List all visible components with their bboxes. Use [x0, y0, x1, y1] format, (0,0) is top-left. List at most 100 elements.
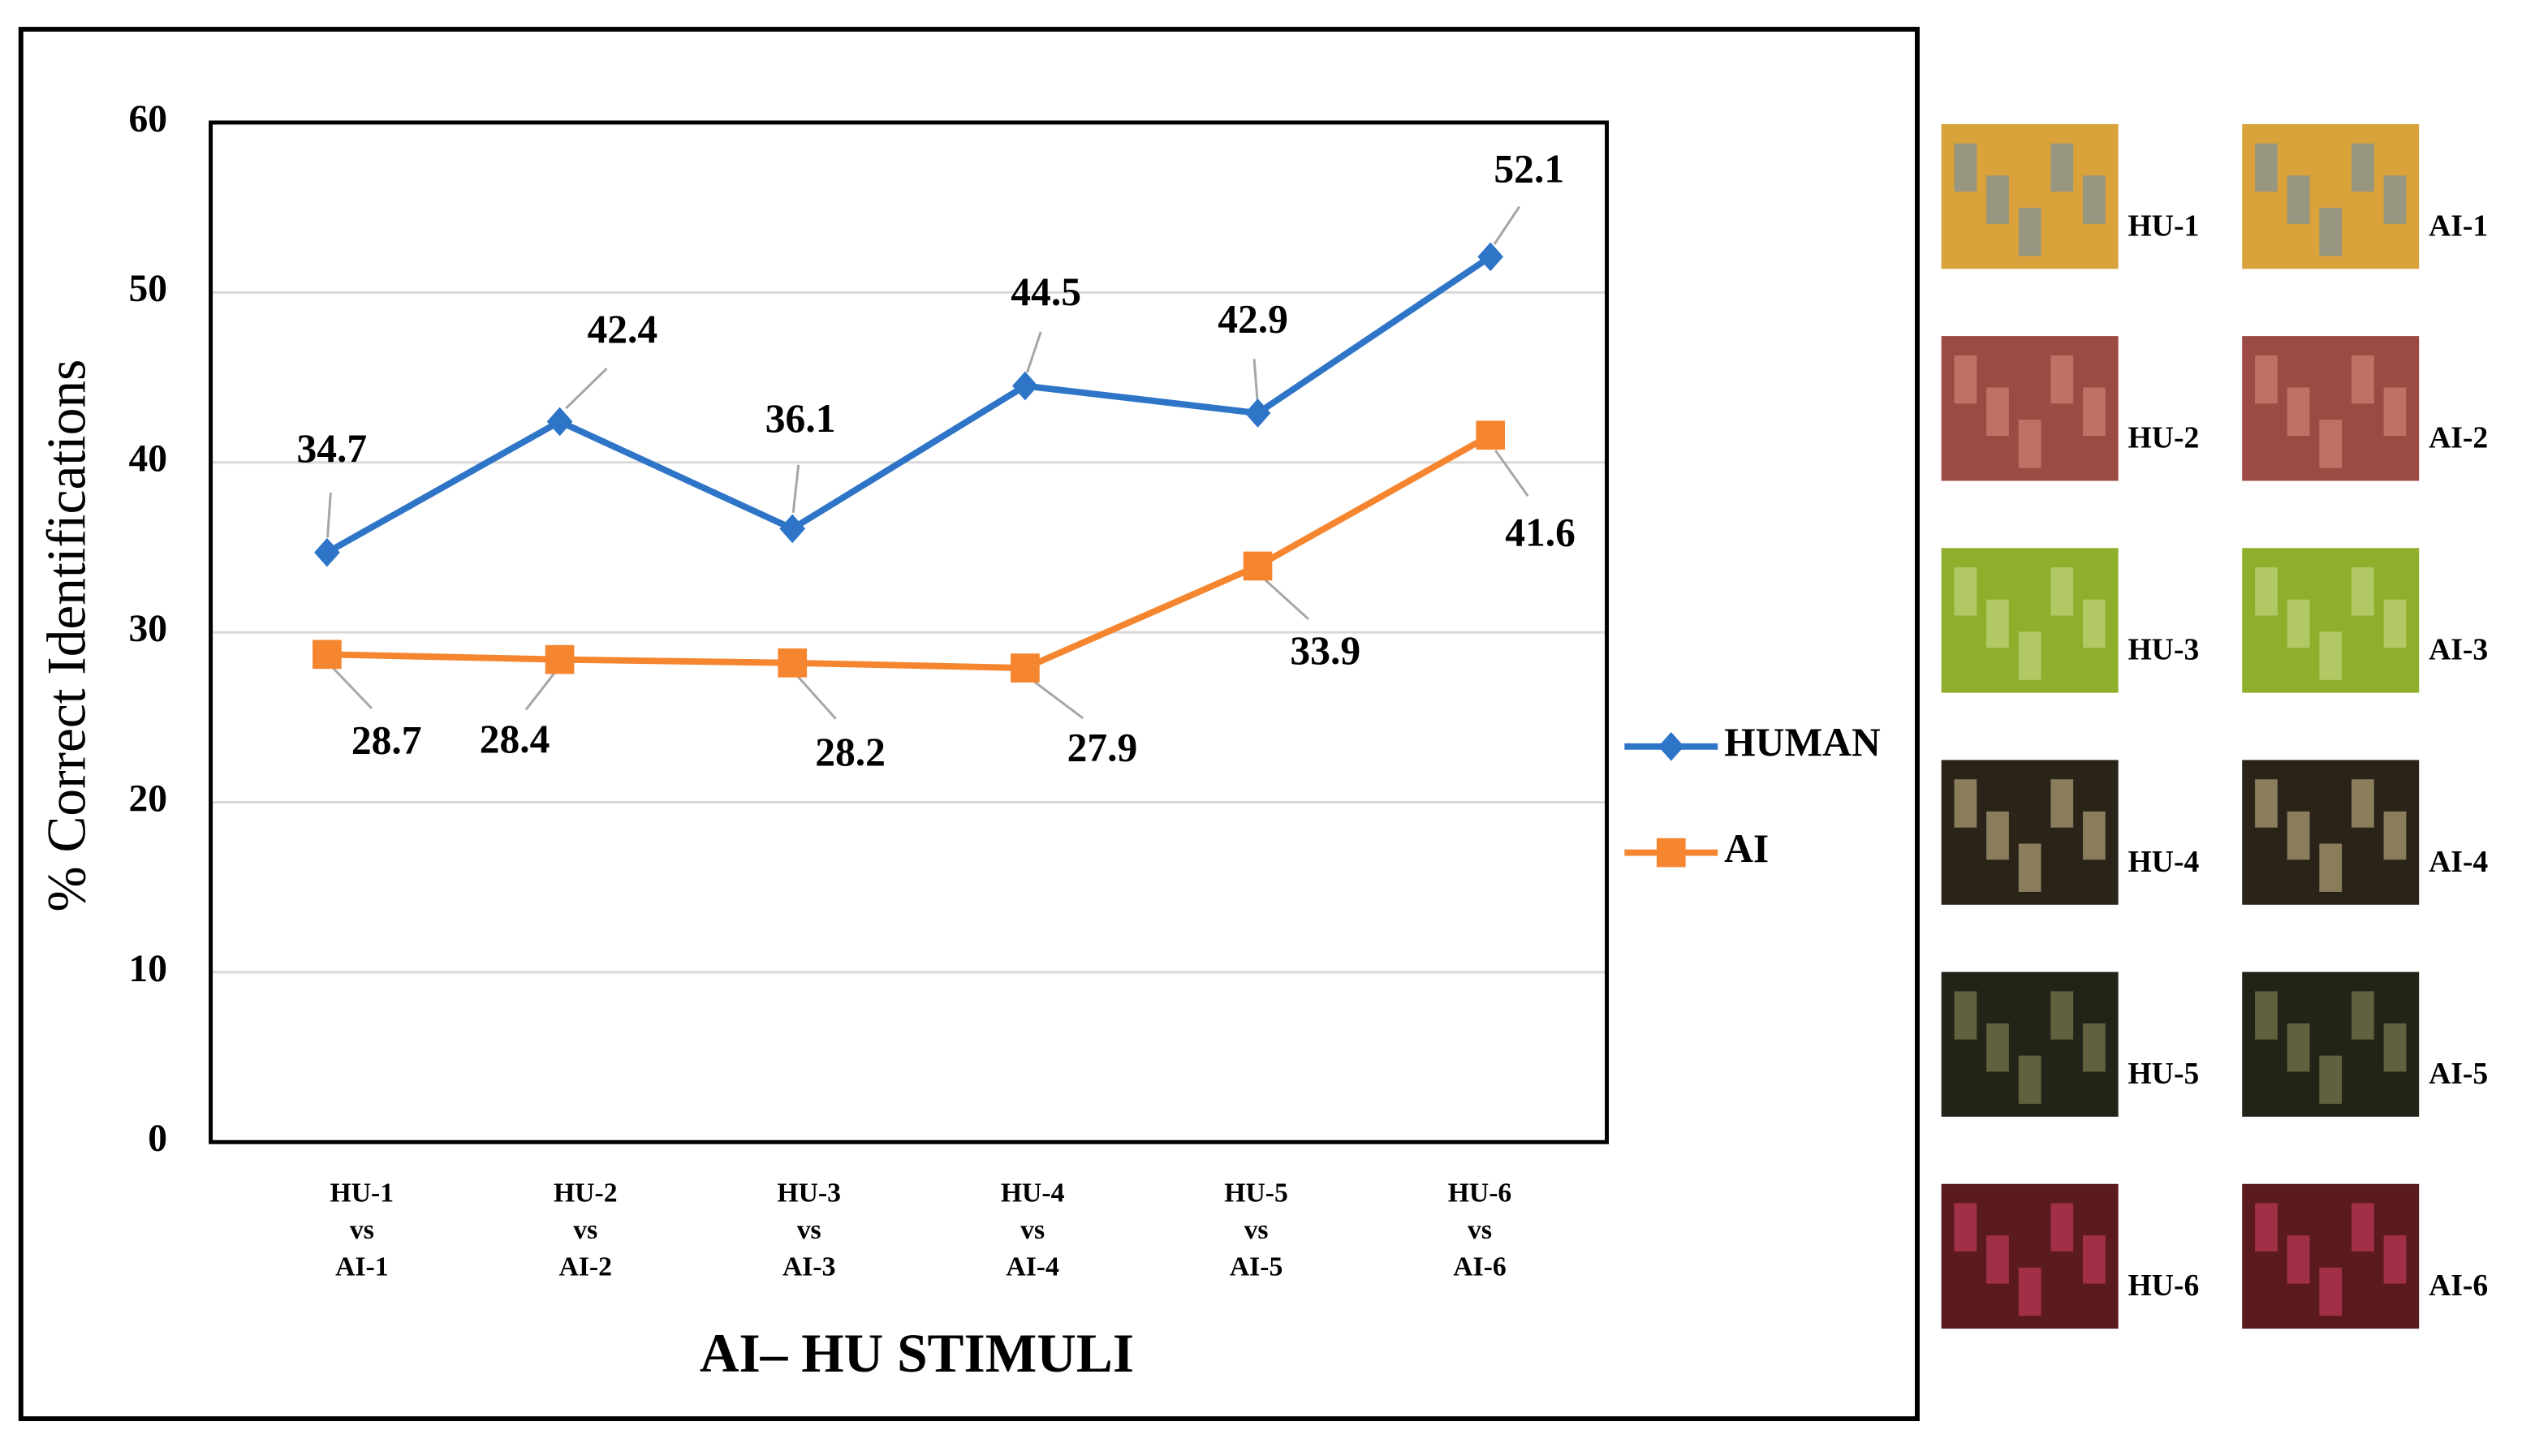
thumbnail-stroke [2319, 207, 2343, 256]
legend-label: HUMAN [1724, 720, 1881, 765]
x-tick-label: vs [797, 1215, 821, 1245]
x-axis-title: AI– HU STIMULI [700, 1323, 1134, 1384]
y-axis-title: % Correct Identifications [37, 360, 97, 912]
thumbnail-label: HU-1 [2128, 209, 2200, 243]
data-point [314, 537, 340, 567]
data-label: 36.1 [765, 396, 836, 441]
leader-line [332, 666, 373, 709]
data-point [1658, 731, 1684, 761]
legend-label: AI [1724, 826, 1769, 871]
thumbnail-stroke [2351, 991, 2374, 1040]
x-tick-label: vs [573, 1215, 597, 1245]
thumbnail-stroke [2083, 811, 2106, 860]
thumbnail-stroke [2018, 207, 2041, 256]
thumbnail-stroke [2287, 1023, 2310, 1072]
thumbnail-stroke [2287, 387, 2310, 436]
thumbnail-stroke [2083, 1023, 2106, 1072]
leader-line [1494, 450, 1529, 497]
leader-line [1032, 679, 1084, 720]
thumbnail-stroke [2050, 779, 2074, 828]
thumbnail-stroke [2018, 420, 2041, 468]
thumbnail-label: HU-6 [2128, 1269, 2200, 1303]
data-label: 28.4 [480, 717, 550, 761]
x-tick-label: AI-6 [1453, 1252, 1506, 1282]
data-point [1012, 371, 1038, 401]
chart-frame [18, 27, 1920, 1422]
thumbnail-stroke [2255, 143, 2278, 192]
thumbnail-stroke [2255, 779, 2278, 828]
thumbnail-stroke [2255, 567, 2278, 616]
thumbnail-stroke [1954, 567, 1977, 616]
thumbnail-stroke [1986, 387, 2009, 436]
thumbnail-stroke [2255, 991, 2278, 1040]
y-tick-label: 20 [129, 778, 168, 820]
thumbnail-stroke [2383, 387, 2407, 436]
x-tick-label: HU-4 [1001, 1178, 1065, 1208]
thumbnail-label: AI-2 [2429, 421, 2488, 455]
thumbnail-stroke [1954, 355, 1977, 404]
thumbnail-stroke [2351, 567, 2374, 616]
x-tick-label: AI-1 [335, 1252, 388, 1282]
thumbnail-stroke [2319, 1055, 2343, 1105]
x-tick-label: HU-2 [554, 1178, 618, 1208]
y-tick-label: 10 [129, 948, 168, 990]
thumbnail-label: AI-6 [2429, 1269, 2488, 1303]
y-tick-label: 40 [129, 438, 168, 480]
thumbnail-stroke [2083, 175, 2106, 224]
thumbnail-stroke [2083, 1235, 2106, 1284]
thumbnail-stroke [2287, 1235, 2310, 1284]
thumbnail-label: HU-4 [2128, 845, 2200, 879]
data-label: 41.6 [1505, 510, 1576, 554]
data-point [1656, 838, 1686, 868]
y-tick-label: 30 [129, 608, 168, 650]
thumbnail-stroke [2255, 1203, 2278, 1251]
thumbnail-label: AI-5 [2429, 1057, 2488, 1091]
thumbnail-stroke [2319, 843, 2343, 892]
data-label: 27.9 [1067, 725, 1138, 769]
leader-line [1252, 359, 1259, 400]
x-tick-label: HU-6 [1448, 1178, 1512, 1208]
data-point [313, 640, 342, 670]
data-label: 42.9 [1218, 296, 1288, 341]
thumbnail-label: HU-5 [2128, 1057, 2200, 1091]
x-tick-label: AI-5 [1230, 1252, 1283, 1282]
x-tick-label: AI-3 [782, 1252, 835, 1282]
series-line [325, 254, 1493, 556]
leader-line [797, 676, 837, 720]
thumbnail-stroke [1954, 779, 1977, 828]
x-tick-label: HU-3 [777, 1178, 841, 1208]
data-label: 52.1 [1494, 147, 1564, 192]
data-point [1011, 653, 1040, 683]
thumbnail-stroke [1986, 175, 2009, 224]
thumbnail-stroke [1954, 143, 1977, 192]
series-line [326, 432, 1493, 672]
leader-line [326, 492, 332, 538]
thumbnail-stroke [2018, 631, 2041, 680]
x-tick-label: HU-5 [1224, 1178, 1288, 1208]
thumbnail-stroke [2319, 1267, 2343, 1316]
thumbnail-stroke [2383, 599, 2407, 648]
data-label: 28.2 [815, 730, 886, 774]
y-tick-label: 50 [129, 268, 168, 310]
thumbnail-stroke [2050, 991, 2074, 1040]
thumbnail-stroke [2287, 811, 2310, 860]
leader-line [1493, 205, 1521, 245]
x-tick-label: AI-2 [559, 1252, 612, 1282]
x-tick-label: AI-4 [1006, 1252, 1059, 1282]
thumbnail-stroke [2351, 1203, 2374, 1251]
data-point [779, 514, 806, 544]
x-tick-label: HU-1 [330, 1178, 394, 1208]
thumbnail-stroke [2287, 175, 2310, 224]
leader-line [791, 464, 800, 513]
leader-line [524, 671, 557, 711]
thumbnail-stroke [2050, 567, 2074, 616]
thumbnail-stroke [2319, 420, 2343, 468]
thumbnail-stroke [2083, 387, 2106, 436]
thumbnail-label: AI-3 [2429, 633, 2488, 667]
x-tick-label: vs [350, 1215, 374, 1245]
leader-line [565, 368, 608, 410]
thumbnail-stroke [2255, 355, 2278, 404]
thumbnail-stroke [2050, 1203, 2074, 1251]
